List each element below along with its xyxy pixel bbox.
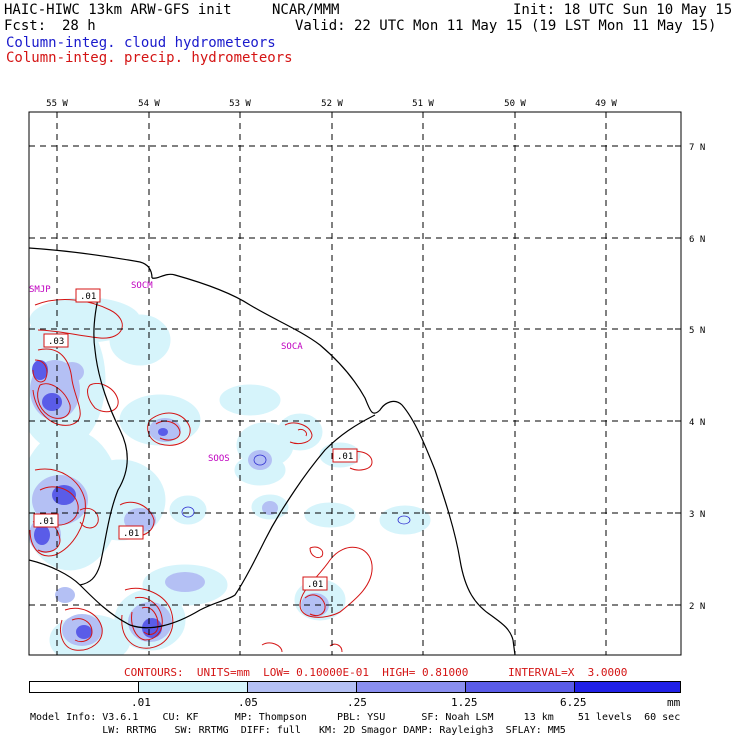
station-label: SOOS	[208, 454, 230, 464]
tick-marks	[56, 112, 681, 606]
contour-label: .01	[307, 580, 323, 590]
colorbar-tick: 1.25	[451, 696, 478, 709]
contours-info: CONTOURS: UNITS=mm LOW= 0.10000E-01 HIGH…	[124, 666, 628, 679]
colorbar-tick: .05	[238, 696, 258, 709]
colorbar-bin	[574, 681, 681, 693]
lon-label: 53 W	[229, 99, 251, 109]
cloud-contours	[181, 454, 411, 525]
colorbar-bin	[356, 681, 466, 693]
model-info-line2: LW: RRTMG SW: RRTMG DIFF: full KM: 2D Sm…	[30, 725, 566, 736]
model-title: HAIC-HIWC 13km ARW-GFS init	[4, 2, 232, 18]
colorbar-unit: mm	[667, 696, 681, 709]
lon-label: 49 W	[595, 99, 617, 109]
lat-lon-grid	[29, 112, 681, 655]
forecast-hour: 28 h	[62, 18, 96, 34]
legend-precip-hydrometeors: Column-integ. precip. hydrometeors	[6, 50, 293, 66]
lon-label: 51 W	[412, 99, 434, 109]
contour-label: .03	[48, 337, 64, 347]
contour-label: .01	[337, 452, 353, 462]
lat-label: 5 N	[689, 326, 705, 336]
precip-contours	[29, 299, 373, 653]
colorbar-tick: .01	[131, 696, 151, 709]
colorbar-tick: .25	[347, 696, 367, 709]
colorbar-bin	[465, 681, 575, 693]
valid-time: Valid: 22 UTC Mon 11 May 15 (19 LST Mon …	[295, 18, 717, 34]
init-time: Init: 18 UTC Sun 10 May 15	[513, 2, 733, 18]
station-label: SOCM	[131, 281, 153, 291]
lat-label: 3 N	[689, 510, 705, 520]
colorbar-bin	[247, 681, 357, 693]
contour-label: .01	[38, 517, 54, 527]
colorbar-bin	[29, 681, 139, 693]
coastline-and-borders	[29, 247, 516, 655]
map-frame	[28, 111, 682, 656]
lat-label: 7 N	[689, 143, 705, 153]
colorbar-tick: 6.25	[560, 696, 587, 709]
contour-label: .01	[80, 292, 96, 302]
model-info-line1: Model Info: V3.6.1 CU: KF MP: Thompson P…	[30, 712, 681, 723]
lon-label: 54 W	[138, 99, 160, 109]
lon-label: 55 W	[46, 99, 68, 109]
cloud-fill-dark	[32, 360, 168, 639]
lat-label: 4 N	[689, 418, 705, 428]
contour-label: .01	[123, 529, 139, 539]
lon-label: 50 W	[504, 99, 526, 109]
forecast-label: Fcst:	[4, 18, 47, 34]
station-label: SMJP	[29, 285, 51, 295]
station-label: SOCA	[281, 342, 303, 352]
ncar-label: NCAR/MMM	[272, 2, 340, 18]
lat-label: 2 N	[689, 602, 705, 612]
lon-label: 52 W	[321, 99, 343, 109]
legend-cloud-hydrometeors: Column-integ. cloud hydrometeors	[6, 35, 276, 51]
lat-label: 6 N	[689, 235, 705, 245]
colorbar-bin	[138, 681, 248, 693]
